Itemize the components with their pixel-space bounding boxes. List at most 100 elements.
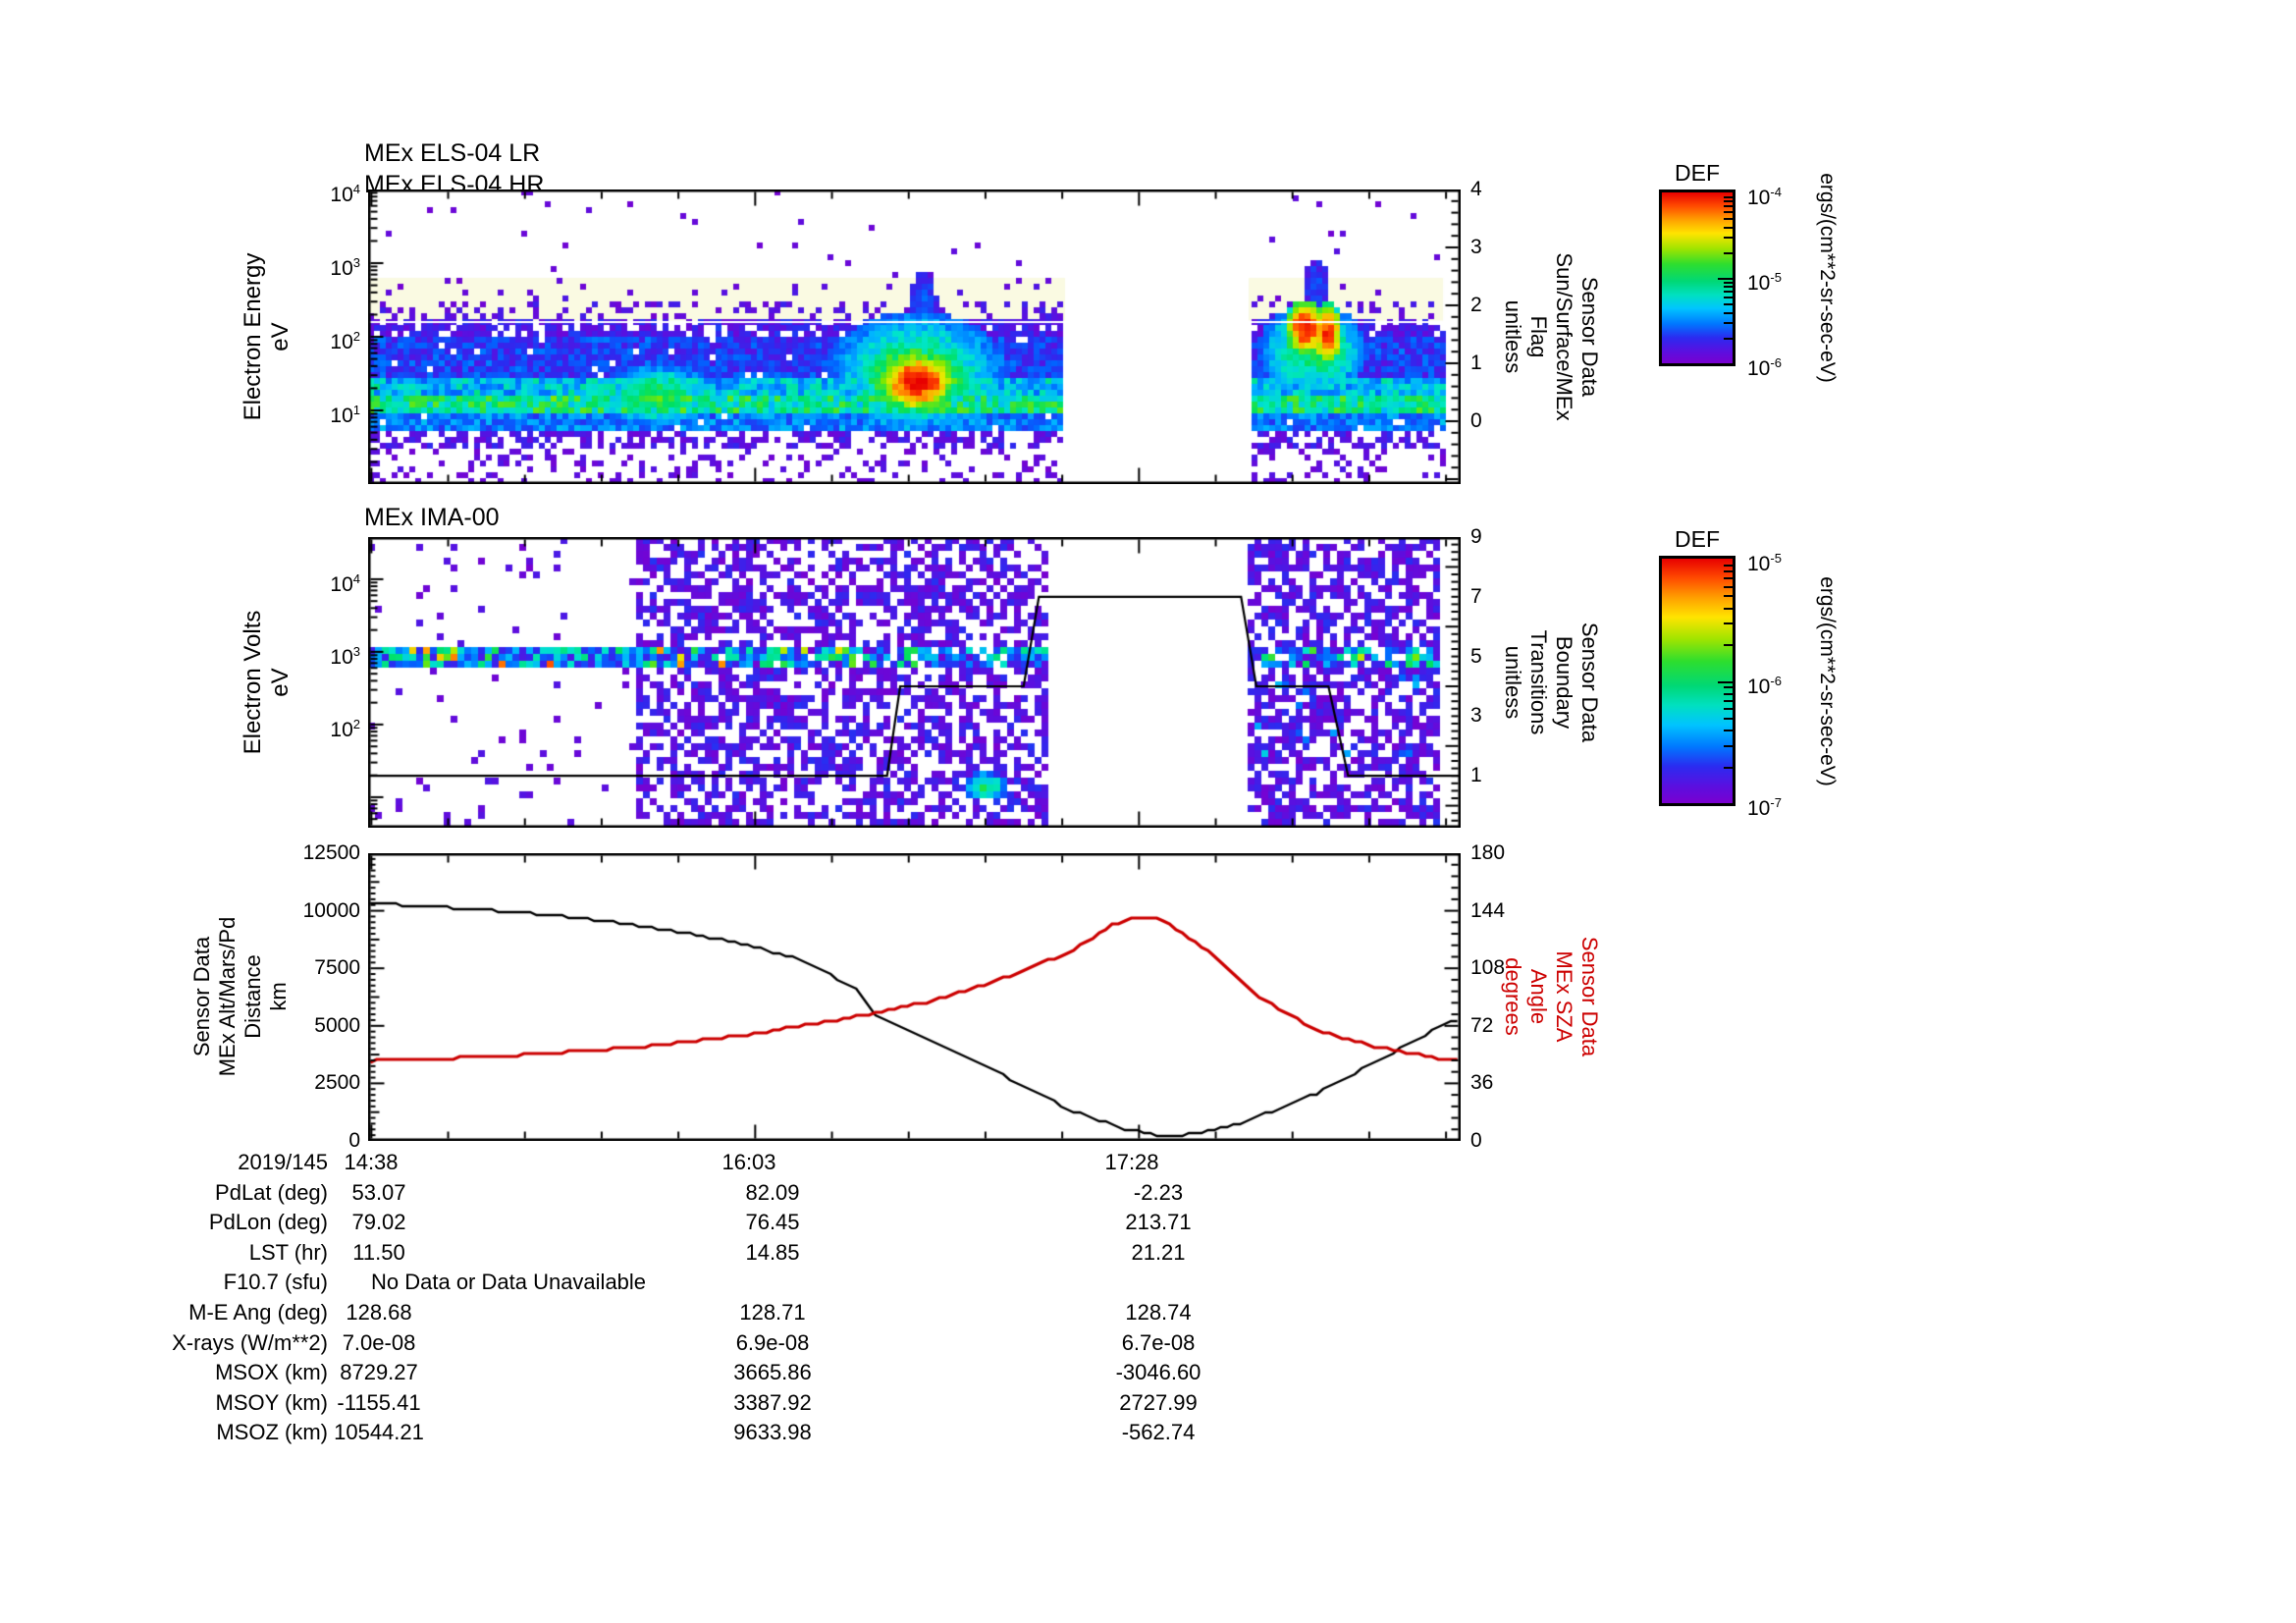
- colorbar-minor-tick: [1724, 717, 1733, 720]
- table-cell-r5c2: 128.74: [1125, 1300, 1192, 1325]
- table-row-label-0: 2019/145: [238, 1150, 328, 1174]
- table-cell-r3c2: 21.21: [1131, 1240, 1186, 1265]
- colorbar-minor-tick: [1724, 708, 1733, 711]
- colorbar-major-tick: [1718, 278, 1733, 280]
- ima-title: MEx IMA-00: [364, 504, 500, 531]
- els-ytick-label: 103: [330, 255, 360, 280]
- alt-ytick-label: 0: [348, 1129, 360, 1152]
- alt-ytick-label: 7500: [314, 956, 360, 980]
- table-cell-r9c0: 10544.21: [334, 1420, 424, 1444]
- table-cell-r1c1: 82.09: [745, 1180, 800, 1205]
- table-cell-r2c2: 213.71: [1125, 1210, 1192, 1234]
- table-row-label-6: X-rays (W/m**2): [172, 1330, 328, 1355]
- ima-ytick-label: 104: [330, 570, 360, 596]
- colorbar-minor-tick: [1724, 322, 1733, 325]
- table-row-label-8: MSOY (km): [215, 1390, 328, 1415]
- colorbar-minor-tick: [1724, 195, 1733, 198]
- els-flag-tick-label: 2: [1470, 294, 1482, 316]
- table-cell-r9c2: -562.74: [1121, 1420, 1196, 1444]
- els-flag-tick-label: 4: [1470, 178, 1482, 200]
- table-cell-r8c1: 3387.92: [733, 1390, 812, 1415]
- table-cell-r1c0: 53.07: [351, 1180, 406, 1205]
- colorbar-minor-tick: [1724, 570, 1733, 573]
- colorbar-minor-tick: [1724, 585, 1733, 588]
- sza-tick-label: 36: [1470, 1071, 1494, 1095]
- table-cell-r7c0: 8729.27: [340, 1360, 418, 1384]
- table-cell-r5c1: 128.71: [739, 1300, 806, 1325]
- table-row-label-2: PdLon (deg): [208, 1210, 328, 1234]
- colorbar-minor-tick: [1724, 286, 1733, 289]
- colorbar-tick-label: 10-4: [1747, 185, 1782, 209]
- colorbar-minor-tick: [1724, 692, 1733, 695]
- colorbar-minor-tick: [1724, 644, 1733, 647]
- alt-ytick-label: 5000: [314, 1013, 360, 1037]
- colorbar-minor-tick: [1724, 337, 1733, 340]
- table-row-label-7: MSOX (km): [215, 1360, 328, 1384]
- colorbar-minor-tick: [1724, 200, 1733, 203]
- els-title-line1: MEx ELS-04 LR: [364, 139, 541, 167]
- colorbar-minor-tick: [1724, 311, 1733, 314]
- colorbar-minor-tick: [1724, 699, 1733, 702]
- table-cell-r3c0: 11.50: [352, 1240, 405, 1265]
- ima-ytick-label: 103: [330, 643, 360, 669]
- ima-boundary-tick-label: 3: [1470, 704, 1482, 728]
- colorbar-tick-label: 10-5: [1747, 551, 1782, 575]
- table-cell-r3c1: 14.85: [745, 1240, 800, 1265]
- table-cell-r0c2: 17:28: [1104, 1150, 1159, 1174]
- colorbar-tick-label: 10-6: [1747, 355, 1782, 380]
- colorbar-minor-tick: [1724, 291, 1733, 294]
- ima-boundary-tick-label: 5: [1470, 644, 1482, 668]
- sza-tick-label: 108: [1470, 956, 1506, 980]
- sza-tick-label: 0: [1470, 1129, 1482, 1152]
- table-cell-r6c1: 6.9e-08: [735, 1330, 810, 1355]
- table-row-label-1: PdLat (deg): [215, 1180, 328, 1205]
- ima-boundary-tick-label: 1: [1470, 764, 1482, 787]
- colorbar-minor-tick: [1724, 237, 1733, 240]
- table-cell-r7c2: -3046.60: [1115, 1360, 1201, 1384]
- colorbar-tick-label: 10-7: [1747, 795, 1782, 820]
- table-cell-r0c1: 16:03: [721, 1150, 776, 1174]
- colorbar1-title: DEF: [1675, 160, 1720, 186]
- table-cell-r2c0: 79.02: [351, 1210, 406, 1234]
- colorbar-minor-tick: [1724, 730, 1733, 732]
- table-no-data-value: No Data or Data Unavailable: [371, 1270, 647, 1294]
- alt-ytick-label: 2500: [314, 1071, 360, 1095]
- ima-spectrogram-canvas: [368, 537, 1461, 828]
- table-cell-r7c1: 3665.86: [733, 1360, 812, 1384]
- colorbar-minor-tick: [1724, 766, 1733, 769]
- colorbar-tick-label: 10-5: [1747, 270, 1782, 295]
- els-flag-tick-label: 0: [1470, 409, 1482, 432]
- els-ytick-label: 102: [330, 329, 360, 353]
- els-spectrogram-canvas: [368, 189, 1461, 484]
- altitude-sza-plot-canvas: [368, 853, 1461, 1141]
- colorbar-minor-tick: [1724, 205, 1733, 208]
- alt-ytick-label: 12500: [302, 841, 360, 864]
- colorbar-minor-tick: [1724, 607, 1733, 610]
- table-row-label-5: M-E Ang (deg): [188, 1300, 328, 1325]
- table-cell-r8c0: -1155.41: [337, 1390, 421, 1415]
- colorbar-minor-tick: [1724, 281, 1733, 284]
- table-row-label-3: LST (hr): [248, 1240, 328, 1265]
- table-cell-r6c2: 6.7e-08: [1121, 1330, 1196, 1355]
- table-cell-r0c0: 14:38: [344, 1150, 399, 1174]
- sza-tick-label: 72: [1470, 1013, 1494, 1037]
- els-flag-tick-label: 3: [1470, 236, 1482, 258]
- colorbar-minor-tick: [1724, 218, 1733, 221]
- colorbar-minor-tick: [1724, 564, 1733, 567]
- colorbar-minor-tick: [1724, 577, 1733, 580]
- table-cell-r9c1: 9633.98: [733, 1420, 812, 1444]
- colorbar-minor-tick: [1724, 303, 1733, 306]
- table-cell-r5c0: 128.68: [346, 1300, 412, 1325]
- els-ytick-label: 104: [330, 182, 360, 206]
- colorbar2-title: DEF: [1675, 526, 1720, 552]
- els-flag-tick-label: 1: [1470, 352, 1482, 374]
- alt-ytick-label: 10000: [302, 898, 360, 922]
- colorbar-minor-tick: [1724, 297, 1733, 299]
- colorbar-minor-tick: [1724, 595, 1733, 598]
- colorbar-minor-tick: [1724, 744, 1733, 747]
- colorbar-minor-tick: [1724, 686, 1733, 689]
- table-cell-r8c2: 2727.99: [1119, 1390, 1198, 1415]
- colorbar-minor-tick: [1724, 211, 1733, 214]
- colorbar-minor-tick: [1724, 226, 1733, 229]
